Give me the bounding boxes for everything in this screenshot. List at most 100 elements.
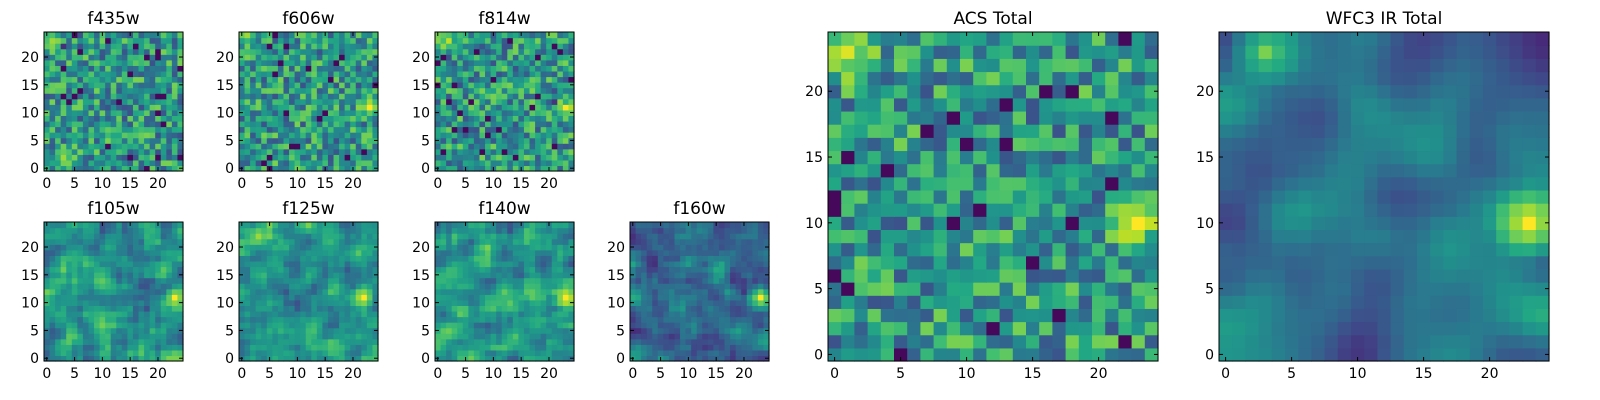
heatmap-cell (1052, 295, 1067, 309)
heatmap-cell (71, 316, 78, 323)
heatmap-cell (166, 148, 173, 155)
heatmap-cell (305, 310, 312, 318)
heatmap-cell (327, 288, 335, 295)
heatmap-cell (451, 98, 458, 105)
heatmap-cell (540, 294, 547, 301)
heatmap-cell (440, 305, 447, 312)
heatmap-cell (657, 316, 664, 323)
heatmap-cell (333, 305, 340, 312)
heatmap-cell (277, 165, 285, 172)
heatmap-cell (82, 43, 90, 50)
heatmap-cell (261, 294, 268, 301)
heatmap-cell (355, 109, 362, 116)
heatmap-cell (361, 59, 368, 66)
heatmap-cell (160, 349, 167, 357)
heatmap-cell (440, 154, 447, 161)
heatmap-cell (110, 272, 117, 279)
heatmap-cell (49, 316, 56, 323)
heatmap-cell (311, 272, 318, 279)
heatmap-cell (479, 233, 486, 240)
heatmap-cell (77, 249, 84, 256)
heatmap-cell (668, 249, 676, 256)
heatmap-cell (99, 70, 106, 78)
heatmap-cell (160, 165, 167, 172)
heatmap-cell (507, 310, 514, 318)
heatmap-cell (546, 48, 553, 55)
heatmap-cell (641, 233, 648, 240)
heatmap-cell (110, 333, 117, 340)
heatmap-cell (60, 222, 67, 229)
heatmap-cell (272, 233, 279, 240)
heatmap-cell (71, 344, 78, 351)
heatmap-cell (663, 233, 670, 240)
heatmap-cell (127, 65, 134, 72)
heatmap-cell (355, 132, 362, 139)
heatmap-cell (446, 344, 453, 351)
heatmap-cell (300, 165, 307, 172)
heatmap-cell (160, 299, 167, 306)
heatmap-cell (663, 305, 670, 312)
heatmap-cell (479, 82, 486, 89)
heatmap-cell (646, 222, 653, 229)
heatmap-cell (177, 48, 184, 55)
heatmap-cell (1131, 203, 1146, 217)
heatmap-cell (440, 59, 447, 66)
heatmap-cell (277, 344, 285, 351)
heatmap-cell (116, 32, 123, 39)
heatmap-cell (529, 70, 536, 78)
panel-title: f140w (478, 199, 530, 219)
heatmap-cell (272, 249, 279, 256)
heatmap-cell (523, 333, 531, 340)
heatmap-cell (327, 244, 335, 251)
heatmap-cell (757, 327, 765, 334)
heatmap-cell (718, 233, 726, 240)
heatmap-cell (496, 70, 503, 78)
heatmap-cell (294, 82, 301, 89)
heatmap-cell (757, 294, 765, 301)
heatmap-cell (160, 344, 167, 351)
heatmap-cell (344, 137, 351, 144)
heatmap-cell (663, 244, 670, 251)
heatmap-cell (473, 327, 481, 334)
heatmap-cell (485, 327, 492, 334)
heatmap-cell (746, 277, 753, 284)
heatmap-cell (71, 76, 78, 83)
heatmap-cell (551, 59, 558, 66)
heatmap-cell (490, 260, 497, 268)
heatmap-cell (507, 76, 514, 83)
heatmap-cell (546, 126, 553, 133)
heatmap-cell (568, 288, 575, 295)
heatmap-cell (540, 87, 547, 94)
axes-frame (238, 221, 379, 362)
heatmap-cell (641, 349, 648, 357)
heatmap-cell (724, 222, 731, 229)
heatmap-cell (88, 137, 95, 144)
heatmap-cell (462, 244, 469, 251)
heatmap-cell (562, 104, 570, 111)
heatmap-cell (1131, 268, 1146, 283)
heatmap-cell (713, 244, 720, 251)
heatmap-cell (255, 249, 262, 256)
heatmap-cell (82, 249, 90, 256)
heatmap-cell (272, 43, 279, 50)
heatmap-cell (920, 282, 935, 296)
heatmap-cell (867, 255, 882, 270)
heatmap-cell (546, 316, 553, 323)
heatmap-cell (707, 316, 714, 323)
heatmap-cell (1026, 268, 1040, 283)
heatmap-cell (94, 126, 101, 133)
heatmap-cell (479, 294, 486, 301)
heatmap-cell (121, 305, 128, 312)
heatmap-cell (867, 268, 882, 283)
heatmap-cell (372, 104, 379, 111)
heatmap-cell (635, 305, 642, 312)
heatmap-cell (44, 322, 51, 329)
heatmap-cell (272, 255, 279, 262)
heatmap-cell (372, 338, 379, 345)
heatmap-cell (635, 260, 642, 268)
heatmap-cell (479, 159, 486, 167)
heatmap-cell (557, 266, 564, 273)
heatmap-cell (132, 132, 140, 139)
heatmap-cell (77, 126, 84, 133)
heatmap-cell (177, 349, 184, 357)
